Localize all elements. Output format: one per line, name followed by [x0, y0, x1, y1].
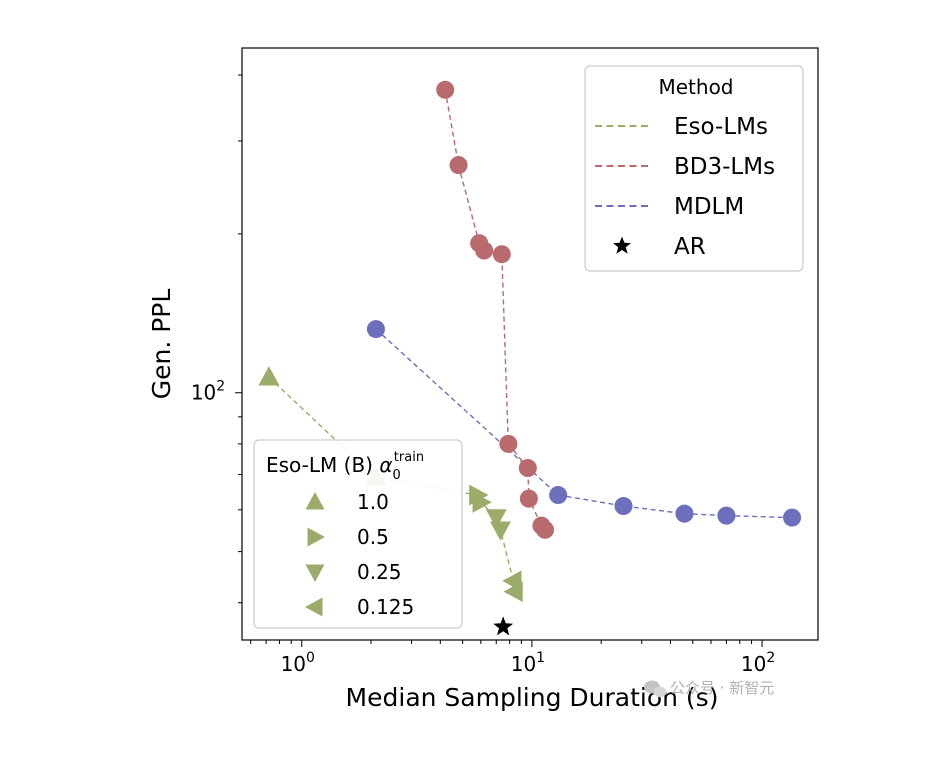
- data-point-bd3-lms: [475, 241, 494, 260]
- x-tick-exponent: 1: [536, 650, 545, 666]
- data-point-bd3-lms: [449, 156, 468, 175]
- data-point-mdlm: [549, 486, 568, 505]
- legend-marker-label: 0.25: [357, 560, 402, 584]
- data-point-bd3-lms: [492, 245, 511, 264]
- data-point-mdlm: [783, 508, 802, 527]
- data-point-bd3-lms: [535, 520, 555, 539]
- legend-marker-title-superscript: train: [394, 450, 424, 465]
- y-tick-exponent: 2: [216, 379, 225, 395]
- legend-marker-label: 1.0: [357, 490, 389, 514]
- watermark-text: 公众号 · 新智元: [670, 679, 774, 697]
- data-point-bd3-lms: [518, 459, 537, 478]
- legend-marker-box: [253, 439, 463, 629]
- data-point-eso-lms: [472, 491, 492, 513]
- plot-frame: [241, 47, 819, 641]
- legend-marker-swatch: [307, 527, 325, 547]
- legend-method-label-ar: AR: [674, 234, 706, 260]
- data-point-eso-lms: [503, 581, 523, 602]
- data-point-mdlm: [717, 506, 736, 525]
- legend-marker-title-symbol: α: [379, 453, 392, 477]
- legend-marker-swatch: [305, 597, 323, 617]
- legend-method-title: Method: [658, 75, 733, 99]
- wechat-icon-bubble: [653, 686, 667, 698]
- legend-method-label-bd3-lms: BD3-LMs: [674, 154, 775, 180]
- wechat-icon: [644, 680, 667, 698]
- legend-marker-swatch: [305, 564, 325, 582]
- data-point-bd3-lms: [436, 80, 455, 99]
- data-point-eso-lms: [490, 521, 511, 541]
- data-point-ar: [493, 616, 514, 636]
- watermark: 公众号 · 新智元: [644, 679, 774, 698]
- x-tick-exponent: 0: [306, 650, 315, 666]
- legend-method-swatch-ar: [613, 236, 631, 254]
- legend-method-label-eso-lms: Eso-LMs: [674, 114, 768, 140]
- legend-marker-label: 0.5: [357, 525, 389, 549]
- legend-marker-title-subscript: 0: [393, 468, 401, 483]
- data-point-bd3-lms: [499, 434, 518, 453]
- data-point-bd3-lms: [519, 489, 538, 508]
- legend-method-box: [584, 65, 804, 272]
- data-point-mdlm: [675, 504, 694, 523]
- legend-method-label-mdlm: MDLM: [674, 194, 744, 220]
- data-point-eso-lms: [258, 366, 280, 386]
- data-point-mdlm: [614, 497, 633, 516]
- y-axis-title: Gen. PPL: [147, 289, 176, 400]
- legend-marker-label: 0.125: [357, 595, 414, 619]
- data-point-mdlm: [366, 320, 385, 339]
- legend-marker-swatch: [305, 492, 325, 510]
- data-point-eso-lms: [485, 509, 507, 529]
- x-tick-exponent: 2: [766, 650, 775, 666]
- series-points: [258, 80, 802, 636]
- legend-method: Method Eso-LMs BD3-LMs MDLM AR: [584, 65, 804, 272]
